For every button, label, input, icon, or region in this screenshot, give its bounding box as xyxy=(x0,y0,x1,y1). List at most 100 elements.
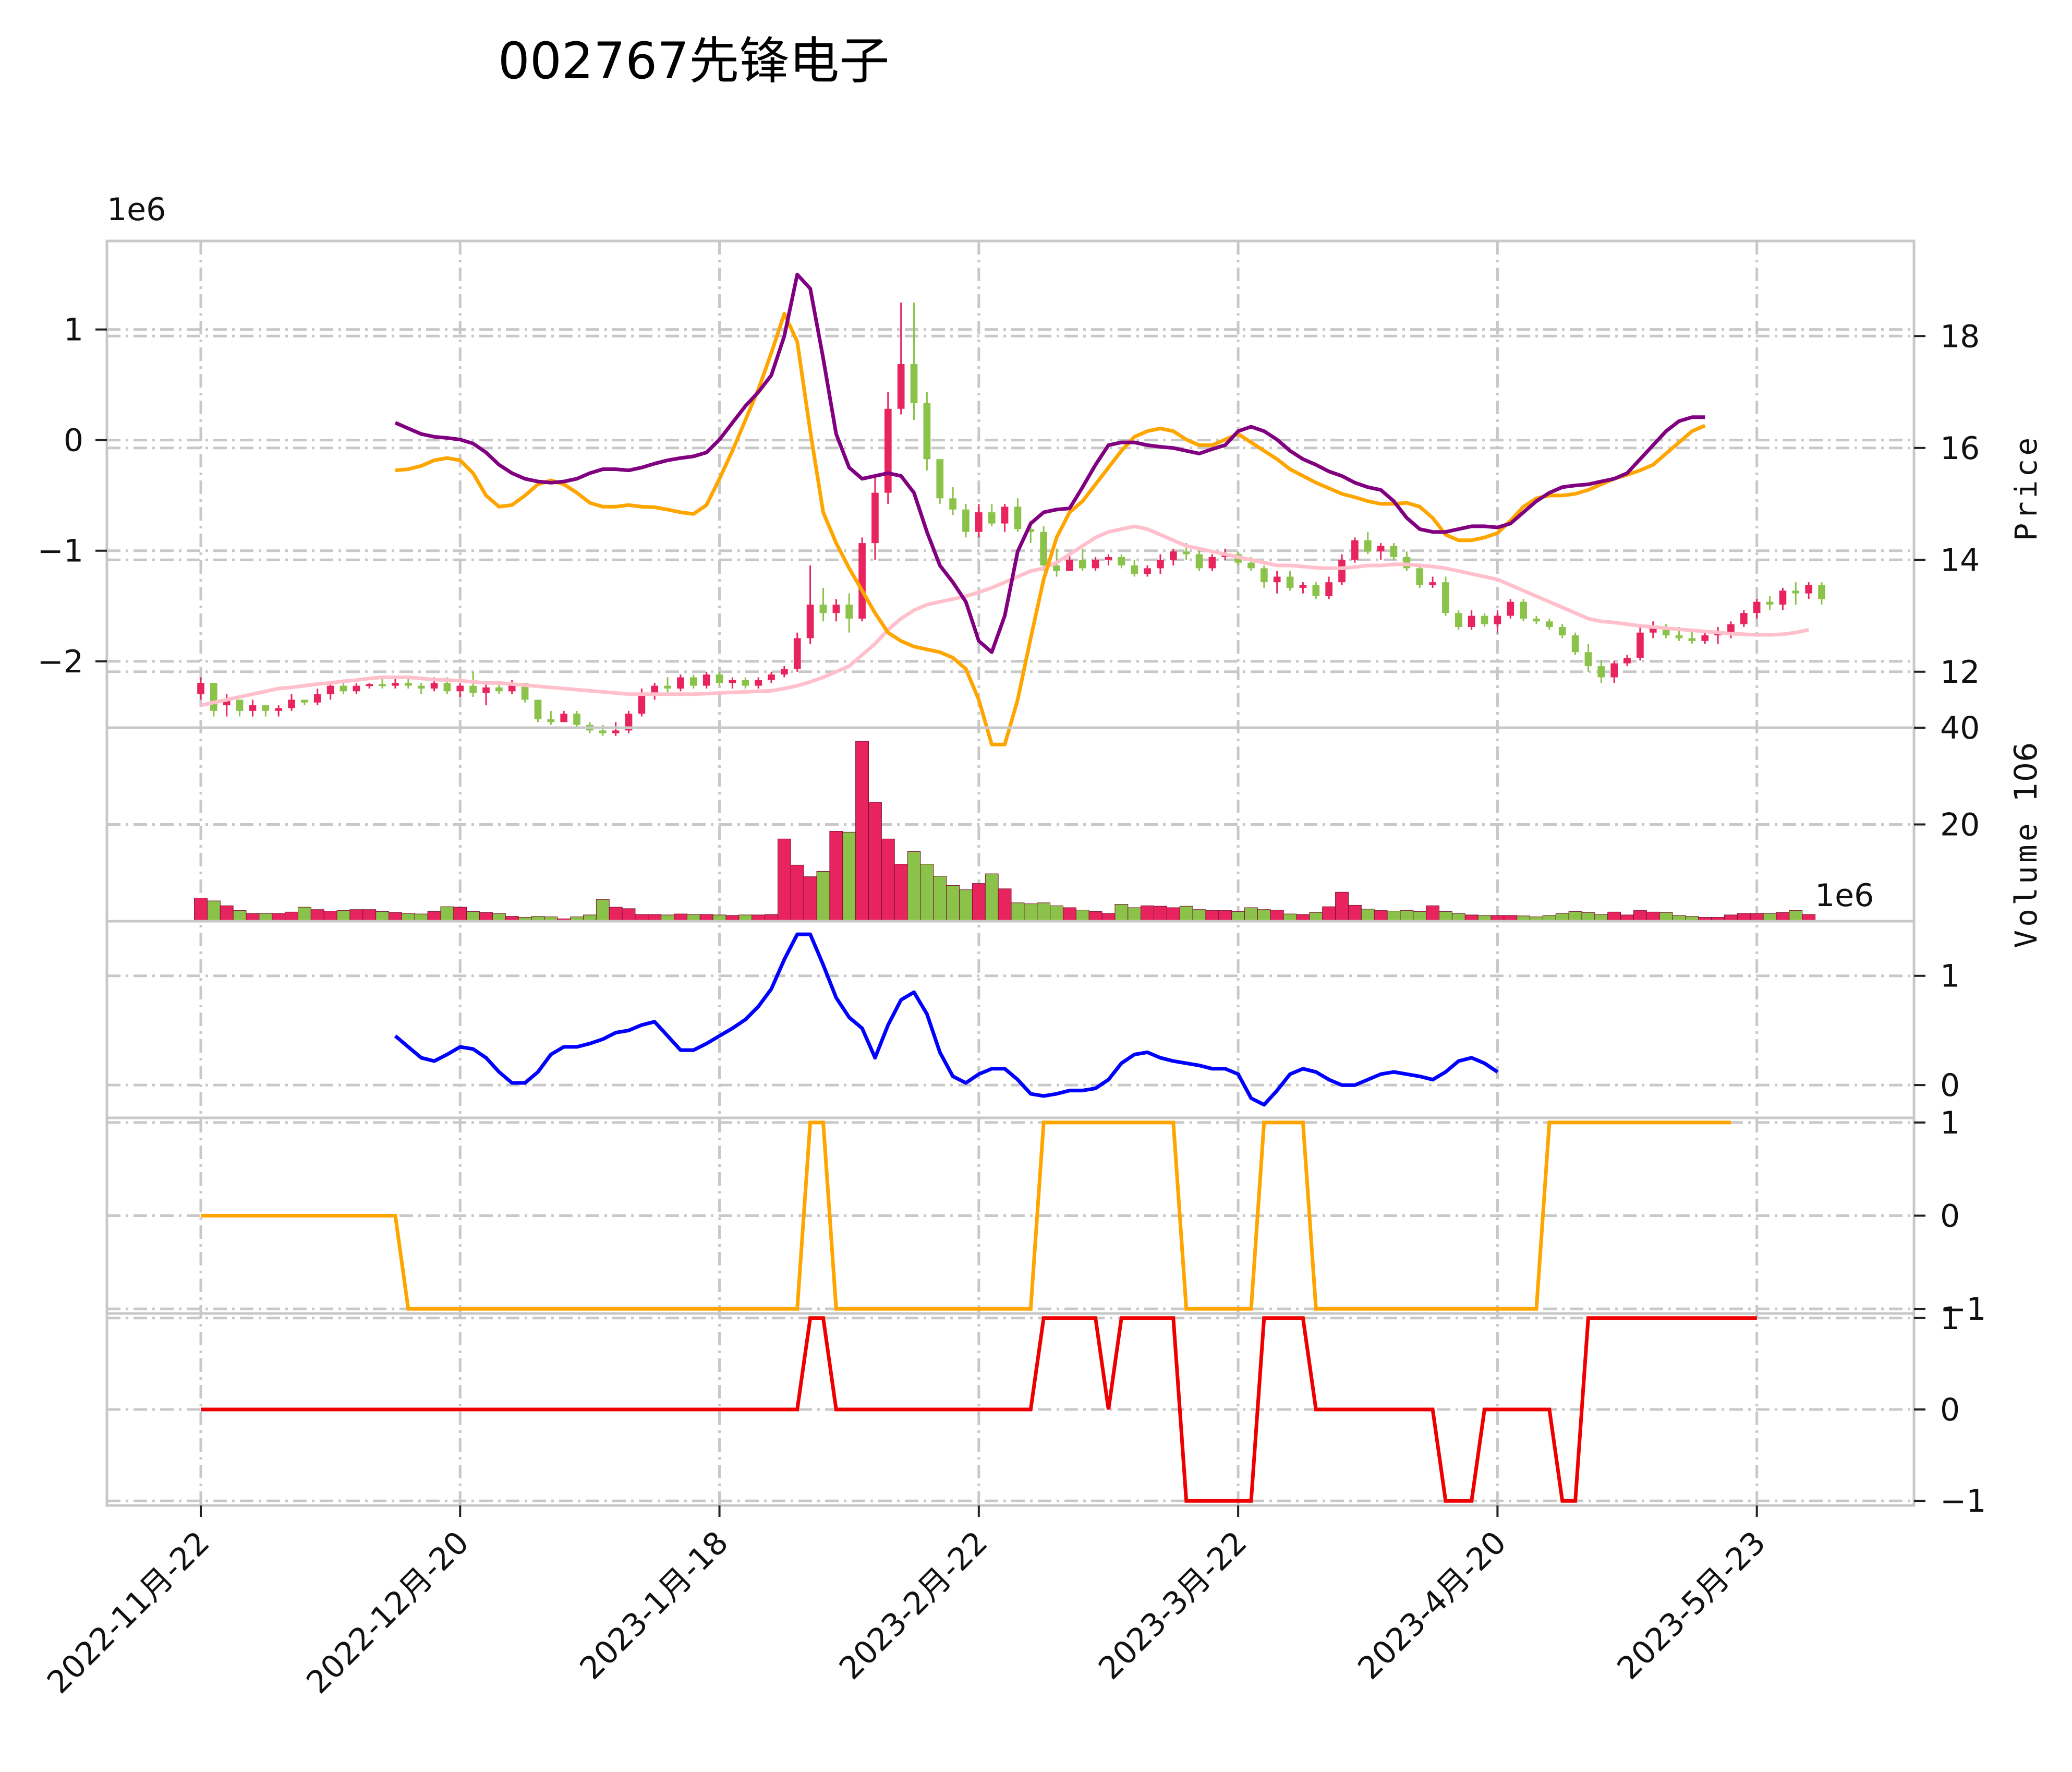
panel-frames xyxy=(105,239,1916,1507)
candle-body xyxy=(897,364,905,409)
candle-body xyxy=(430,683,438,689)
x-tick-label: 2022-12月-20 xyxy=(299,1524,476,1701)
candle-body xyxy=(664,685,671,689)
candle-body xyxy=(1092,560,1099,569)
signal_orange-right-tick-label: 0 xyxy=(1940,1198,1960,1235)
price-right-tick-label: 18 xyxy=(1940,318,1980,355)
candle-body xyxy=(392,683,399,686)
volume-bar xyxy=(323,911,337,922)
candle-body xyxy=(1727,624,1735,633)
price-right-tick-label: 16 xyxy=(1940,430,1980,467)
candle-body xyxy=(262,705,270,711)
candle-body xyxy=(313,694,321,703)
candle-body xyxy=(1766,601,1774,605)
volume-bar xyxy=(1141,905,1155,922)
candle-body xyxy=(1520,601,1527,619)
volume-bar xyxy=(1205,910,1219,922)
candle-body xyxy=(1027,529,1035,532)
candle-body xyxy=(1131,565,1138,574)
candle-body xyxy=(1468,616,1475,627)
volume-right-tick-label: 40 xyxy=(1940,710,1980,746)
signal_red-right-tick-label: −1 xyxy=(1940,1483,1986,1520)
volume-bar xyxy=(194,897,208,922)
candle-body xyxy=(755,680,762,686)
candle-body xyxy=(936,459,944,499)
price-left-tick-label: −1 xyxy=(38,533,83,570)
candle-body xyxy=(689,677,697,686)
candle-body xyxy=(1014,507,1022,529)
candle-body xyxy=(1429,582,1436,585)
candle-body xyxy=(1610,663,1618,678)
volume-bar xyxy=(1037,902,1051,922)
candle-body xyxy=(301,700,308,703)
volume-bar xyxy=(375,911,390,922)
candle-body xyxy=(729,680,736,683)
candle-body xyxy=(1701,635,1709,641)
volume-bar xyxy=(1374,910,1388,922)
candle-body xyxy=(819,605,827,613)
candle-body xyxy=(1066,560,1073,571)
volume-bar xyxy=(1024,903,1038,922)
volume-bar xyxy=(1218,910,1232,922)
candle-body xyxy=(340,685,347,692)
candle-body xyxy=(988,512,996,524)
candle-body xyxy=(1637,632,1644,658)
volume-bar xyxy=(1776,912,1790,922)
indicator_blue-panel-frame xyxy=(105,920,1916,1119)
volume-bar xyxy=(1607,911,1621,922)
candle-body xyxy=(1792,590,1800,594)
candle-body xyxy=(962,509,970,532)
volume-bar xyxy=(816,871,830,922)
moving-average-line xyxy=(394,272,1705,654)
candle-body xyxy=(651,685,659,694)
candle-body xyxy=(1105,557,1112,560)
candle-body xyxy=(379,684,386,686)
candle-body xyxy=(288,700,295,708)
volume-bar xyxy=(362,909,377,922)
candle-body xyxy=(210,683,217,711)
candle-body xyxy=(1261,568,1268,583)
signal_orange-line xyxy=(201,1120,1731,1311)
candle-body xyxy=(702,674,710,686)
candle-body xyxy=(910,364,918,403)
candle-body xyxy=(1533,618,1540,622)
volume-bar xyxy=(1192,909,1206,922)
candle-body xyxy=(793,638,801,669)
candle-body xyxy=(1079,560,1086,569)
price-axis-title: Price xyxy=(2008,435,2044,541)
volume-offset-text: 106 xyxy=(2008,742,2044,802)
indicator_blue-right-tick-label: 1 xyxy=(1940,958,1960,995)
candle-body xyxy=(1312,585,1320,596)
candle-body xyxy=(1507,601,1514,616)
volume-bar xyxy=(1270,910,1284,922)
candle-body xyxy=(1740,613,1748,624)
volume-bar xyxy=(389,912,402,922)
volume-bar xyxy=(842,831,856,922)
volume-bar xyxy=(622,908,636,922)
moving-average-line xyxy=(200,524,1809,707)
x-tick-label: 2022-11月-22 xyxy=(40,1524,216,1701)
volume-bar xyxy=(881,838,895,922)
volume-bar xyxy=(609,907,623,922)
volume-bar xyxy=(1154,906,1167,922)
candle-body xyxy=(469,685,477,693)
volume-bar xyxy=(1088,911,1102,922)
volume-bar xyxy=(453,907,467,922)
candle-body xyxy=(353,685,360,692)
volume-bar xyxy=(777,838,791,922)
volume-bar xyxy=(1581,912,1595,922)
volume-bar xyxy=(855,741,869,922)
volume-bar xyxy=(1257,909,1271,922)
volume-bar xyxy=(1114,904,1129,922)
candle-body xyxy=(249,705,257,711)
volume-bar xyxy=(920,864,934,922)
candle-body xyxy=(1040,532,1047,565)
candle-body xyxy=(1597,666,1605,678)
marks-layer xyxy=(194,272,1825,1503)
candle-body xyxy=(625,714,633,731)
price-right-tick-label: 12 xyxy=(1940,654,1980,691)
candle-body xyxy=(1325,582,1333,596)
candle-body xyxy=(1286,576,1294,588)
volume-bar xyxy=(907,851,921,922)
